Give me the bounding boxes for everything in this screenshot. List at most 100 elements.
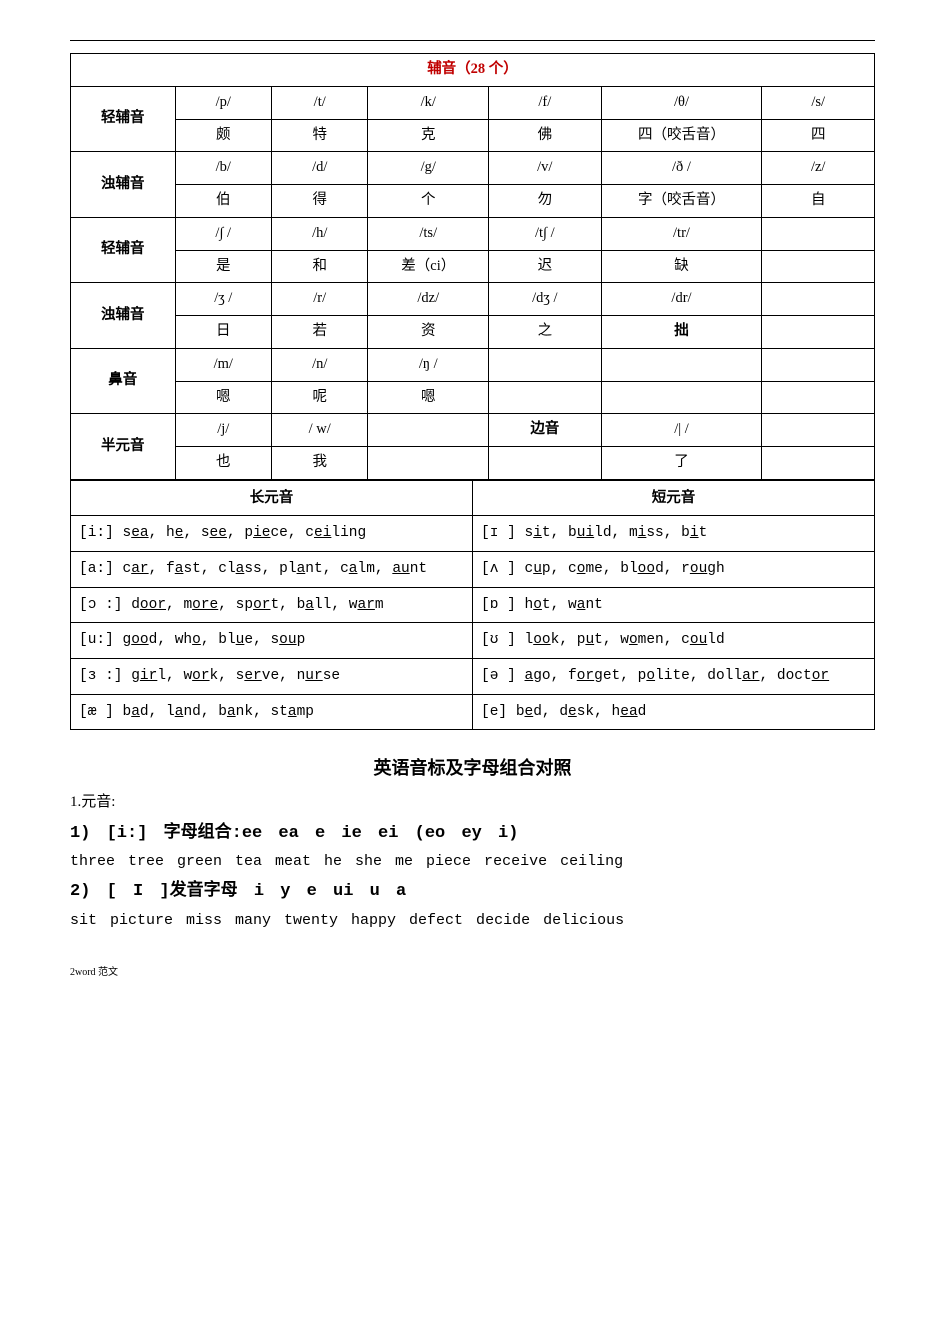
consonant-ipa-row: 轻辅音/∫ //h//ts//t∫ //tr/ <box>71 217 875 250</box>
ipa-cell: /d/ <box>271 152 367 185</box>
consonant-cn-row: 嗯呢嗯 <box>71 381 875 414</box>
ipa-cell: /∫ / <box>175 217 271 250</box>
ipa-cell: /r/ <box>271 283 367 316</box>
cn-cell: 个 <box>368 185 489 218</box>
ipa-cell: /h/ <box>271 217 367 250</box>
cn-cell: 呢 <box>271 381 367 414</box>
ipa-cell: /t∫ / <box>489 217 602 250</box>
cn-cell: 资 <box>368 316 489 349</box>
ipa-cell: / w/ <box>271 414 367 447</box>
short-vowel-cell: [ʊ ] look, put, women, could <box>473 623 875 659</box>
item1-heading: 1) [i:] 字母组合:ee ea e ie ei (eo ey i) <box>70 820 875 847</box>
ipa-cell: /n/ <box>271 348 367 381</box>
ipa-cell: /dr/ <box>601 283 762 316</box>
page-footer: 2word 范文 <box>70 963 875 978</box>
cn-cell: 和 <box>271 250 367 283</box>
cn-cell <box>762 447 875 480</box>
cn-cell: 若 <box>271 316 367 349</box>
ipa-cell: /| / <box>601 414 762 447</box>
ipa-cell <box>762 348 875 381</box>
ipa-cell: /dʒ / <box>489 283 602 316</box>
ipa-cell: /g/ <box>368 152 489 185</box>
consonant-cn-row: 日若资之拙 <box>71 316 875 349</box>
row-label: 浊辅音 <box>71 283 176 349</box>
ipa-cell: /ts/ <box>368 217 489 250</box>
consonant-ipa-row: 浊辅音/ʒ //r//dz//dʒ //dr/ <box>71 283 875 316</box>
ipa-cell: /ð / <box>601 152 762 185</box>
vowel-row: [ɜ :] girl, work, serve, nurse[ə ] ago, … <box>71 658 875 694</box>
top-rule <box>70 40 875 41</box>
cn-cell: 差（ci） <box>368 250 489 283</box>
ipa-cell: /p/ <box>175 86 271 119</box>
ipa-cell <box>368 414 489 447</box>
consonant-ipa-row: 轻辅音/p//t//k//f//θ//s/ <box>71 86 875 119</box>
ipa-cell: /tr/ <box>601 217 762 250</box>
ipa-cell <box>762 414 875 447</box>
cn-cell: 之 <box>489 316 602 349</box>
consonant-cn-row: 是和差（ci）迟缺 <box>71 250 875 283</box>
cn-cell: 也 <box>175 447 271 480</box>
vowels-table: 长元音 短元音 [i:] sea, he, see, piece, ceilin… <box>70 480 875 730</box>
vowel-row: [a:] car, fast, class, plant, calm, aunt… <box>71 552 875 588</box>
cn-cell: 得 <box>271 185 367 218</box>
ipa-cell: /s/ <box>762 86 875 119</box>
ipa-cell: /v/ <box>489 152 602 185</box>
row-label: 轻辅音 <box>71 217 176 283</box>
item1-body: three tree green tea meat he she me piec… <box>70 849 875 875</box>
cn-cell <box>489 381 602 414</box>
item2-body: sit picture miss many twenty happy defec… <box>70 908 875 934</box>
vowel-row: [i:] sea, he, see, piece, ceiling[ɪ ] si… <box>71 516 875 552</box>
ipa-cell <box>762 283 875 316</box>
ipa-cell <box>601 348 762 381</box>
item2-heading: 2) [ I ]发音字母 i y e ui u a <box>70 878 875 905</box>
ipa-cell: /m/ <box>175 348 271 381</box>
short-vowel-cell: [ʌ ] cup, come, blood, rough <box>473 552 875 588</box>
cn-cell <box>762 316 875 349</box>
ipa-cell: /θ/ <box>601 86 762 119</box>
cn-cell: 克 <box>368 119 489 152</box>
long-vowel-header: 长元音 <box>71 480 473 516</box>
short-vowel-header: 短元音 <box>473 480 875 516</box>
short-vowel-cell: [e] bed, desk, head <box>473 694 875 730</box>
long-vowel-cell: [i:] sea, he, see, piece, ceiling <box>71 516 473 552</box>
ipa-cell: /ʒ / <box>175 283 271 316</box>
vowel-row: [æ ] bad, land, bank, stamp[e] bed, desk… <box>71 694 875 730</box>
cn-cell: 我 <box>271 447 367 480</box>
ipa-cell: 边音 <box>489 414 602 447</box>
cn-cell <box>601 381 762 414</box>
short-vowel-cell: [ɪ ] sit, build, miss, bit <box>473 516 875 552</box>
cn-cell <box>762 250 875 283</box>
cn-cell: 拙 <box>601 316 762 349</box>
consonants-table: 辅音（28 个） 轻辅音/p//t//k//f//θ//s/颇特克佛四（咬舌音）… <box>70 53 875 480</box>
ipa-cell <box>489 348 602 381</box>
cn-cell: 字（咬舌音） <box>601 185 762 218</box>
long-vowel-cell: [a:] car, fast, class, plant, calm, aunt <box>71 552 473 588</box>
cn-cell <box>368 447 489 480</box>
consonant-ipa-row: 半元音/j// w/边音/| / <box>71 414 875 447</box>
cn-cell: 特 <box>271 119 367 152</box>
ipa-cell: /b/ <box>175 152 271 185</box>
ipa-cell: /k/ <box>368 86 489 119</box>
cn-cell: 伯 <box>175 185 271 218</box>
cn-cell: 缺 <box>601 250 762 283</box>
long-vowel-cell: [ɜ :] girl, work, serve, nurse <box>71 658 473 694</box>
consonant-cn-row: 也我了 <box>71 447 875 480</box>
ipa-cell: /j/ <box>175 414 271 447</box>
consonant-cn-row: 伯得个勿字（咬舌音）自 <box>71 185 875 218</box>
consonants-title-row: 辅音（28 个） <box>71 54 875 87</box>
consonant-cn-row: 颇特克佛四（咬舌音）四 <box>71 119 875 152</box>
cn-cell: 四 <box>762 119 875 152</box>
ipa-cell: /dz/ <box>368 283 489 316</box>
cn-cell: 日 <box>175 316 271 349</box>
row-label: 轻辅音 <box>71 86 176 152</box>
cn-cell: 四（咬舌音） <box>601 119 762 152</box>
cn-cell: 嗯 <box>175 381 271 414</box>
ipa-cell: /t/ <box>271 86 367 119</box>
short-vowel-cell: [ɒ ] hot, want <box>473 587 875 623</box>
ipa-cell: /ŋ / <box>368 348 489 381</box>
ipa-cell: /f/ <box>489 86 602 119</box>
consonants-title: 辅音（28 个） <box>71 54 875 87</box>
cn-cell: 嗯 <box>368 381 489 414</box>
cn-cell: 佛 <box>489 119 602 152</box>
row-label: 浊辅音 <box>71 152 176 218</box>
